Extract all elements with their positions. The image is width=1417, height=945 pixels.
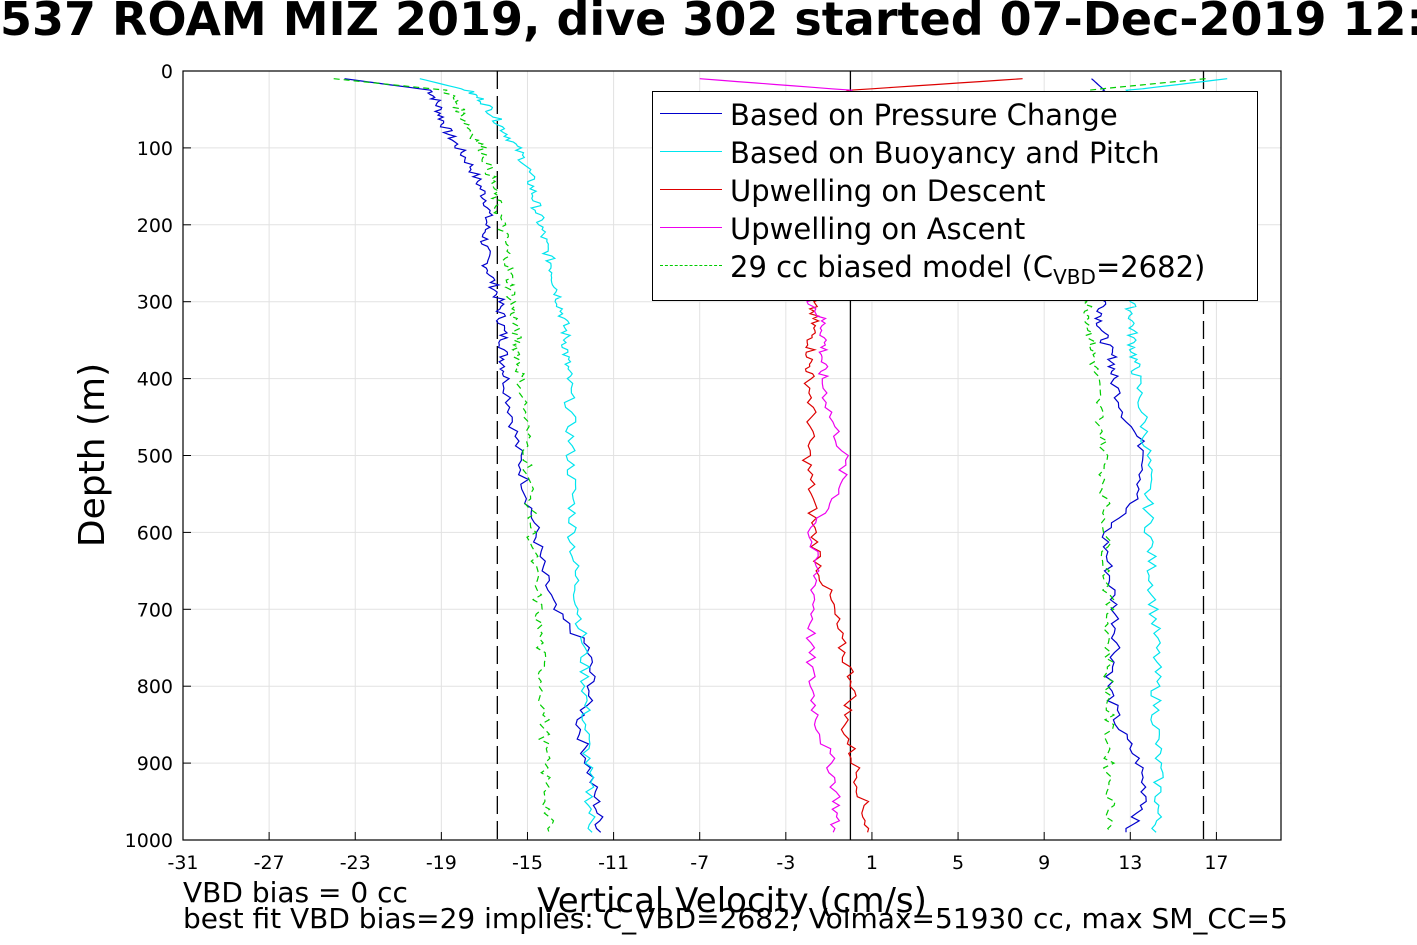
chart-title: 537 ROAM MIZ 2019, dive 302 started 07-D… (0, 0, 1417, 46)
series-line-based-on-buoyancy-and-pitch-descent (419, 78, 596, 833)
footer-best-fit: best fit VBD bias=29 implies: C_VBD=2682… (183, 902, 1288, 935)
series-line-29-cc-biased-model-c-vbd-2682-ascent (1080, 78, 1206, 833)
legend-label: 29 cc biased model (CVBD=2682) (730, 248, 1205, 296)
y-tick-label: 700 (137, 599, 173, 621)
x-axis-ticks: -31 -27 -23 -19 -15 -11 -7 -3 1 5 9 13 17 (167, 832, 1229, 874)
legend-swatch (660, 113, 722, 114)
x-tick-label: -23 (340, 852, 371, 874)
x-tick-label: -7 (690, 852, 709, 874)
x-tick-label: -3 (776, 852, 795, 874)
legend: Based on Pressure Change Based on Buoyan… (652, 91, 1258, 301)
legend-label: Upwelling on Descent (730, 174, 1046, 208)
y-tick-label: 1000 (125, 830, 173, 852)
y-axis-label: Depth (m) (72, 363, 113, 547)
x-tick-label: -11 (598, 852, 629, 874)
x-tick-label: -27 (254, 852, 285, 874)
legend-label: Based on Buoyancy and Pitch (730, 136, 1160, 170)
legend-label: Upwelling on Ascent (730, 212, 1026, 246)
x-tick-label: 9 (1038, 852, 1050, 874)
series-line-29-cc-biased-model-c-vbd-2682-descent (333, 78, 555, 833)
x-axis-label: Vertical Velocity (cm/s) (537, 881, 927, 921)
legend-item-upwelling-descent: Upwelling on Descent (653, 172, 1257, 210)
legend-item-upwelling-ascent: Upwelling on Ascent (653, 210, 1257, 248)
legend-item-buoyancy-pitch: Based on Buoyancy and Pitch (653, 134, 1257, 172)
y-tick-label: 200 (137, 215, 173, 237)
y-tick-label: 600 (137, 522, 173, 544)
legend-label: Based on Pressure Change (730, 98, 1118, 132)
series-line-based-on-pressure-change-descent (344, 78, 604, 833)
y-axis-ticks: 0 100 200 300 400 500 600 700 800 900 1000 (125, 61, 191, 852)
legend-swatch (660, 227, 722, 228)
legend-label-sub: VBD (1053, 265, 1096, 289)
legend-swatch (660, 189, 722, 190)
y-tick-label: 800 (137, 676, 173, 698)
footer-vbd-bias: VBD bias = 0 cc (183, 876, 408, 909)
y-tick-label: 500 (137, 446, 173, 468)
y-tick-label: 0 (161, 61, 173, 83)
x-tick-label: -15 (512, 852, 543, 874)
data-series (333, 78, 1228, 833)
y-tick-label: 300 (137, 292, 173, 314)
y-tick-label: 400 (137, 369, 173, 391)
x-tick-label: 1 (866, 852, 878, 874)
x-tick-label: -31 (167, 852, 198, 874)
legend-swatch (660, 265, 722, 266)
y-tick-label: 900 (137, 753, 173, 775)
legend-item-biased-model: 29 cc biased model (CVBD=2682) (653, 248, 1257, 289)
legend-label-pre: 29 cc biased model (C (730, 250, 1054, 284)
x-tick-label: 5 (952, 852, 964, 874)
legend-swatch (660, 151, 722, 152)
legend-label-post: =2682) (1095, 250, 1206, 284)
x-tick-label: 13 (1118, 852, 1142, 874)
legend-item-pressure-change: Based on Pressure Change (653, 96, 1257, 134)
x-tick-label: 17 (1204, 852, 1228, 874)
y-tick-label: 100 (137, 138, 173, 160)
x-tick-label: -19 (426, 852, 457, 874)
